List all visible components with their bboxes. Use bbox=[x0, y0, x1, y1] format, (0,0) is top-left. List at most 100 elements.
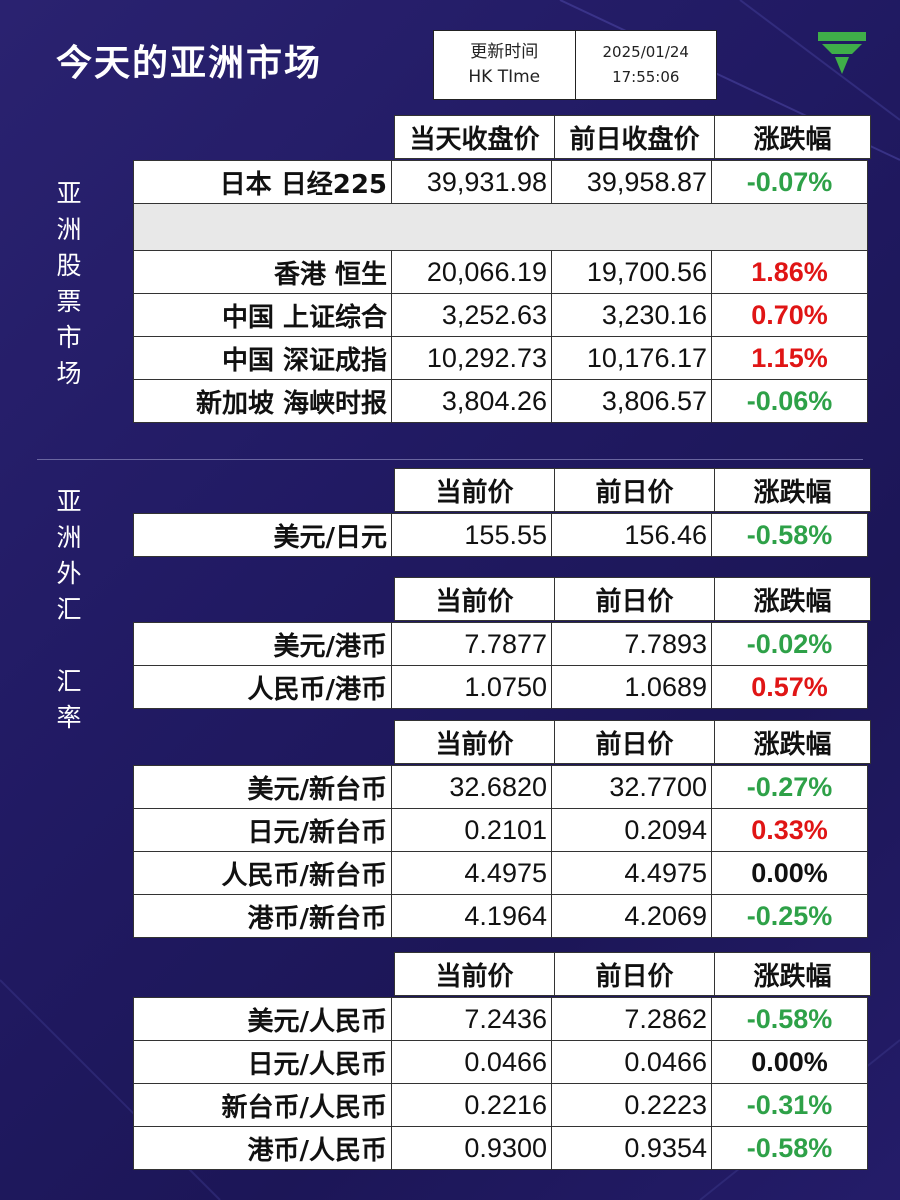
column-header: 涨跌幅 bbox=[714, 468, 871, 512]
previous-value: 0.9354 bbox=[551, 1126, 712, 1170]
side-label-char bbox=[54, 628, 84, 664]
column-header: 前日价 bbox=[554, 468, 715, 512]
column-header: 当前价 bbox=[394, 468, 555, 512]
table-row: 中国 上证综合 3,252.63 3,230.16 0.70% bbox=[133, 293, 868, 337]
table-row: 日元/人民币 0.0466 0.0466 0.00% bbox=[133, 1040, 868, 1084]
previous-value: 10,176.17 bbox=[551, 336, 712, 380]
fx-header-row: 当前价 前日价 涨跌幅 bbox=[394, 952, 871, 996]
fx-header-table: 当前价 前日价 涨跌幅 bbox=[394, 952, 871, 996]
blank-row bbox=[133, 203, 868, 251]
update-time-box: 更新时间 HK TIme 2025/01/24 17:55:06 bbox=[433, 30, 717, 100]
column-header: 涨跌幅 bbox=[714, 720, 871, 764]
side-label-char: 洲 bbox=[56, 523, 82, 552]
column-header: 涨跌幅 bbox=[714, 115, 871, 159]
row-name: 日元/新台币 bbox=[133, 808, 392, 852]
side-label-char: 汇 bbox=[56, 667, 82, 696]
page-title: 今天的亚洲市场 bbox=[56, 43, 323, 84]
table-row: 美元/日元 155.55 156.46 -0.58% bbox=[133, 513, 868, 557]
change-percent: 0.57% bbox=[711, 665, 868, 709]
stocks-table: 日本 日经225 39,931.98 39,958.87 -0.07% 香港 恒生 20,… bbox=[133, 160, 868, 423]
blank-cell bbox=[133, 203, 868, 251]
fx-table: 美元/人民币 7.2436 7.2862 -0.58% 日元/人民币 0.0466 0.04… bbox=[133, 997, 868, 1170]
fx-header-table: 当前价 前日价 涨跌幅 bbox=[394, 577, 871, 621]
update-time: 17:55:06 bbox=[612, 68, 680, 86]
column-header: 前日价 bbox=[554, 720, 715, 764]
fx-header-row: 当前价 前日价 涨跌幅 bbox=[394, 720, 871, 764]
side-label-char: 市 bbox=[56, 323, 82, 352]
change-percent: 1.86% bbox=[711, 250, 868, 294]
previous-value: 0.0466 bbox=[551, 1040, 712, 1084]
side-label-char: 洲 bbox=[56, 215, 82, 244]
row-name: 港币/新台币 bbox=[133, 894, 392, 938]
current-value: 3,804.26 bbox=[391, 379, 552, 423]
column-header: 当前价 bbox=[394, 720, 555, 764]
previous-value: 3,230.16 bbox=[551, 293, 712, 337]
table-row: 新台币/人民币 0.2216 0.2223 -0.31% bbox=[133, 1083, 868, 1127]
side-label-fx: 亚洲外汇汇率 bbox=[54, 484, 84, 736]
row-name: 新台币/人民币 bbox=[133, 1083, 392, 1127]
current-value: 1.0750 bbox=[391, 665, 552, 709]
table-row: 港币/新台币 4.1964 4.2069 -0.25% bbox=[133, 894, 868, 938]
previous-value: 3,806.57 bbox=[551, 379, 712, 423]
fx-header-row: 当前价 前日价 涨跌幅 bbox=[394, 468, 871, 512]
change-percent: -0.02% bbox=[711, 622, 868, 666]
change-percent: -0.06% bbox=[711, 379, 868, 423]
current-value: 4.4975 bbox=[391, 851, 552, 895]
previous-value: 32.7700 bbox=[551, 765, 712, 809]
side-label-char: 场 bbox=[56, 359, 82, 388]
current-value: 32.6820 bbox=[391, 765, 552, 809]
column-header: 前日价 bbox=[554, 577, 715, 621]
stocks-header-table: 当天收盘价 前日收盘价 涨跌幅 bbox=[394, 115, 871, 159]
row-name: 日本 日经225 bbox=[133, 160, 392, 204]
table-row: 港币/人民币 0.9300 0.9354 -0.58% bbox=[133, 1126, 868, 1170]
current-value: 0.9300 bbox=[391, 1126, 552, 1170]
side-label-stocks: 亚洲股票市场 bbox=[54, 176, 84, 392]
current-value: 7.7877 bbox=[391, 622, 552, 666]
stocks-header-row: 当天收盘价 前日收盘价 涨跌幅 bbox=[394, 115, 871, 159]
table-row: 中国 深证成指 10,292.73 10,176.17 1.15% bbox=[133, 336, 868, 380]
row-name: 美元/新台币 bbox=[133, 765, 392, 809]
section-divider bbox=[37, 459, 863, 460]
table-row: 新加坡 海峡时报 3,804.26 3,806.57 -0.06% bbox=[133, 379, 868, 423]
previous-value: 0.2094 bbox=[551, 808, 712, 852]
current-value: 0.0466 bbox=[391, 1040, 552, 1084]
current-value: 10,292.73 bbox=[391, 336, 552, 380]
fx-header-table: 当前价 前日价 涨跌幅 bbox=[394, 468, 871, 512]
previous-value: 4.4975 bbox=[551, 851, 712, 895]
table-row: 日本 日经225 39,931.98 39,958.87 -0.07% bbox=[133, 160, 868, 204]
change-percent: -0.58% bbox=[711, 997, 868, 1041]
fx-header-row: 当前价 前日价 涨跌幅 bbox=[394, 577, 871, 621]
row-name: 人民币/港币 bbox=[133, 665, 392, 709]
side-label-char: 亚 bbox=[56, 487, 82, 516]
current-value: 3,252.63 bbox=[391, 293, 552, 337]
fx-table: 美元/日元 155.55 156.46 -0.58% bbox=[133, 513, 868, 557]
row-name: 中国 上证综合 bbox=[133, 293, 392, 337]
change-percent: 0.00% bbox=[711, 851, 868, 895]
change-percent: -0.07% bbox=[711, 160, 868, 204]
current-value: 4.1964 bbox=[391, 894, 552, 938]
update-time-label: 更新时间 bbox=[470, 42, 539, 62]
row-name: 美元/港币 bbox=[133, 622, 392, 666]
column-header: 当前价 bbox=[394, 952, 555, 996]
change-percent: 0.33% bbox=[711, 808, 868, 852]
row-name: 新加坡 海峡时报 bbox=[133, 379, 392, 423]
update-time-labels: 更新时间 HK TIme bbox=[434, 31, 575, 99]
table-row: 香港 恒生 20,066.19 19,700.56 1.86% bbox=[133, 250, 868, 294]
table-row: 人民币/新台币 4.4975 4.4975 0.00% bbox=[133, 851, 868, 895]
current-value: 7.2436 bbox=[391, 997, 552, 1041]
row-name: 中国 深证成指 bbox=[133, 336, 392, 380]
timezone-label: HK TIme bbox=[468, 67, 541, 87]
table-row: 人民币/港币 1.0750 1.0689 0.57% bbox=[133, 665, 868, 709]
side-label-char: 股 bbox=[56, 251, 82, 280]
column-header: 前日价 bbox=[554, 952, 715, 996]
previous-value: 7.7893 bbox=[551, 622, 712, 666]
previous-value: 19,700.56 bbox=[551, 250, 712, 294]
change-percent: -0.58% bbox=[711, 1126, 868, 1170]
current-value: 155.55 bbox=[391, 513, 552, 557]
change-percent: -0.31% bbox=[711, 1083, 868, 1127]
row-name: 美元/日元 bbox=[133, 513, 392, 557]
current-value: 20,066.19 bbox=[391, 250, 552, 294]
update-time-values: 2025/01/24 17:55:06 bbox=[574, 31, 717, 99]
column-header: 当天收盘价 bbox=[394, 115, 555, 159]
change-percent: -0.27% bbox=[711, 765, 868, 809]
